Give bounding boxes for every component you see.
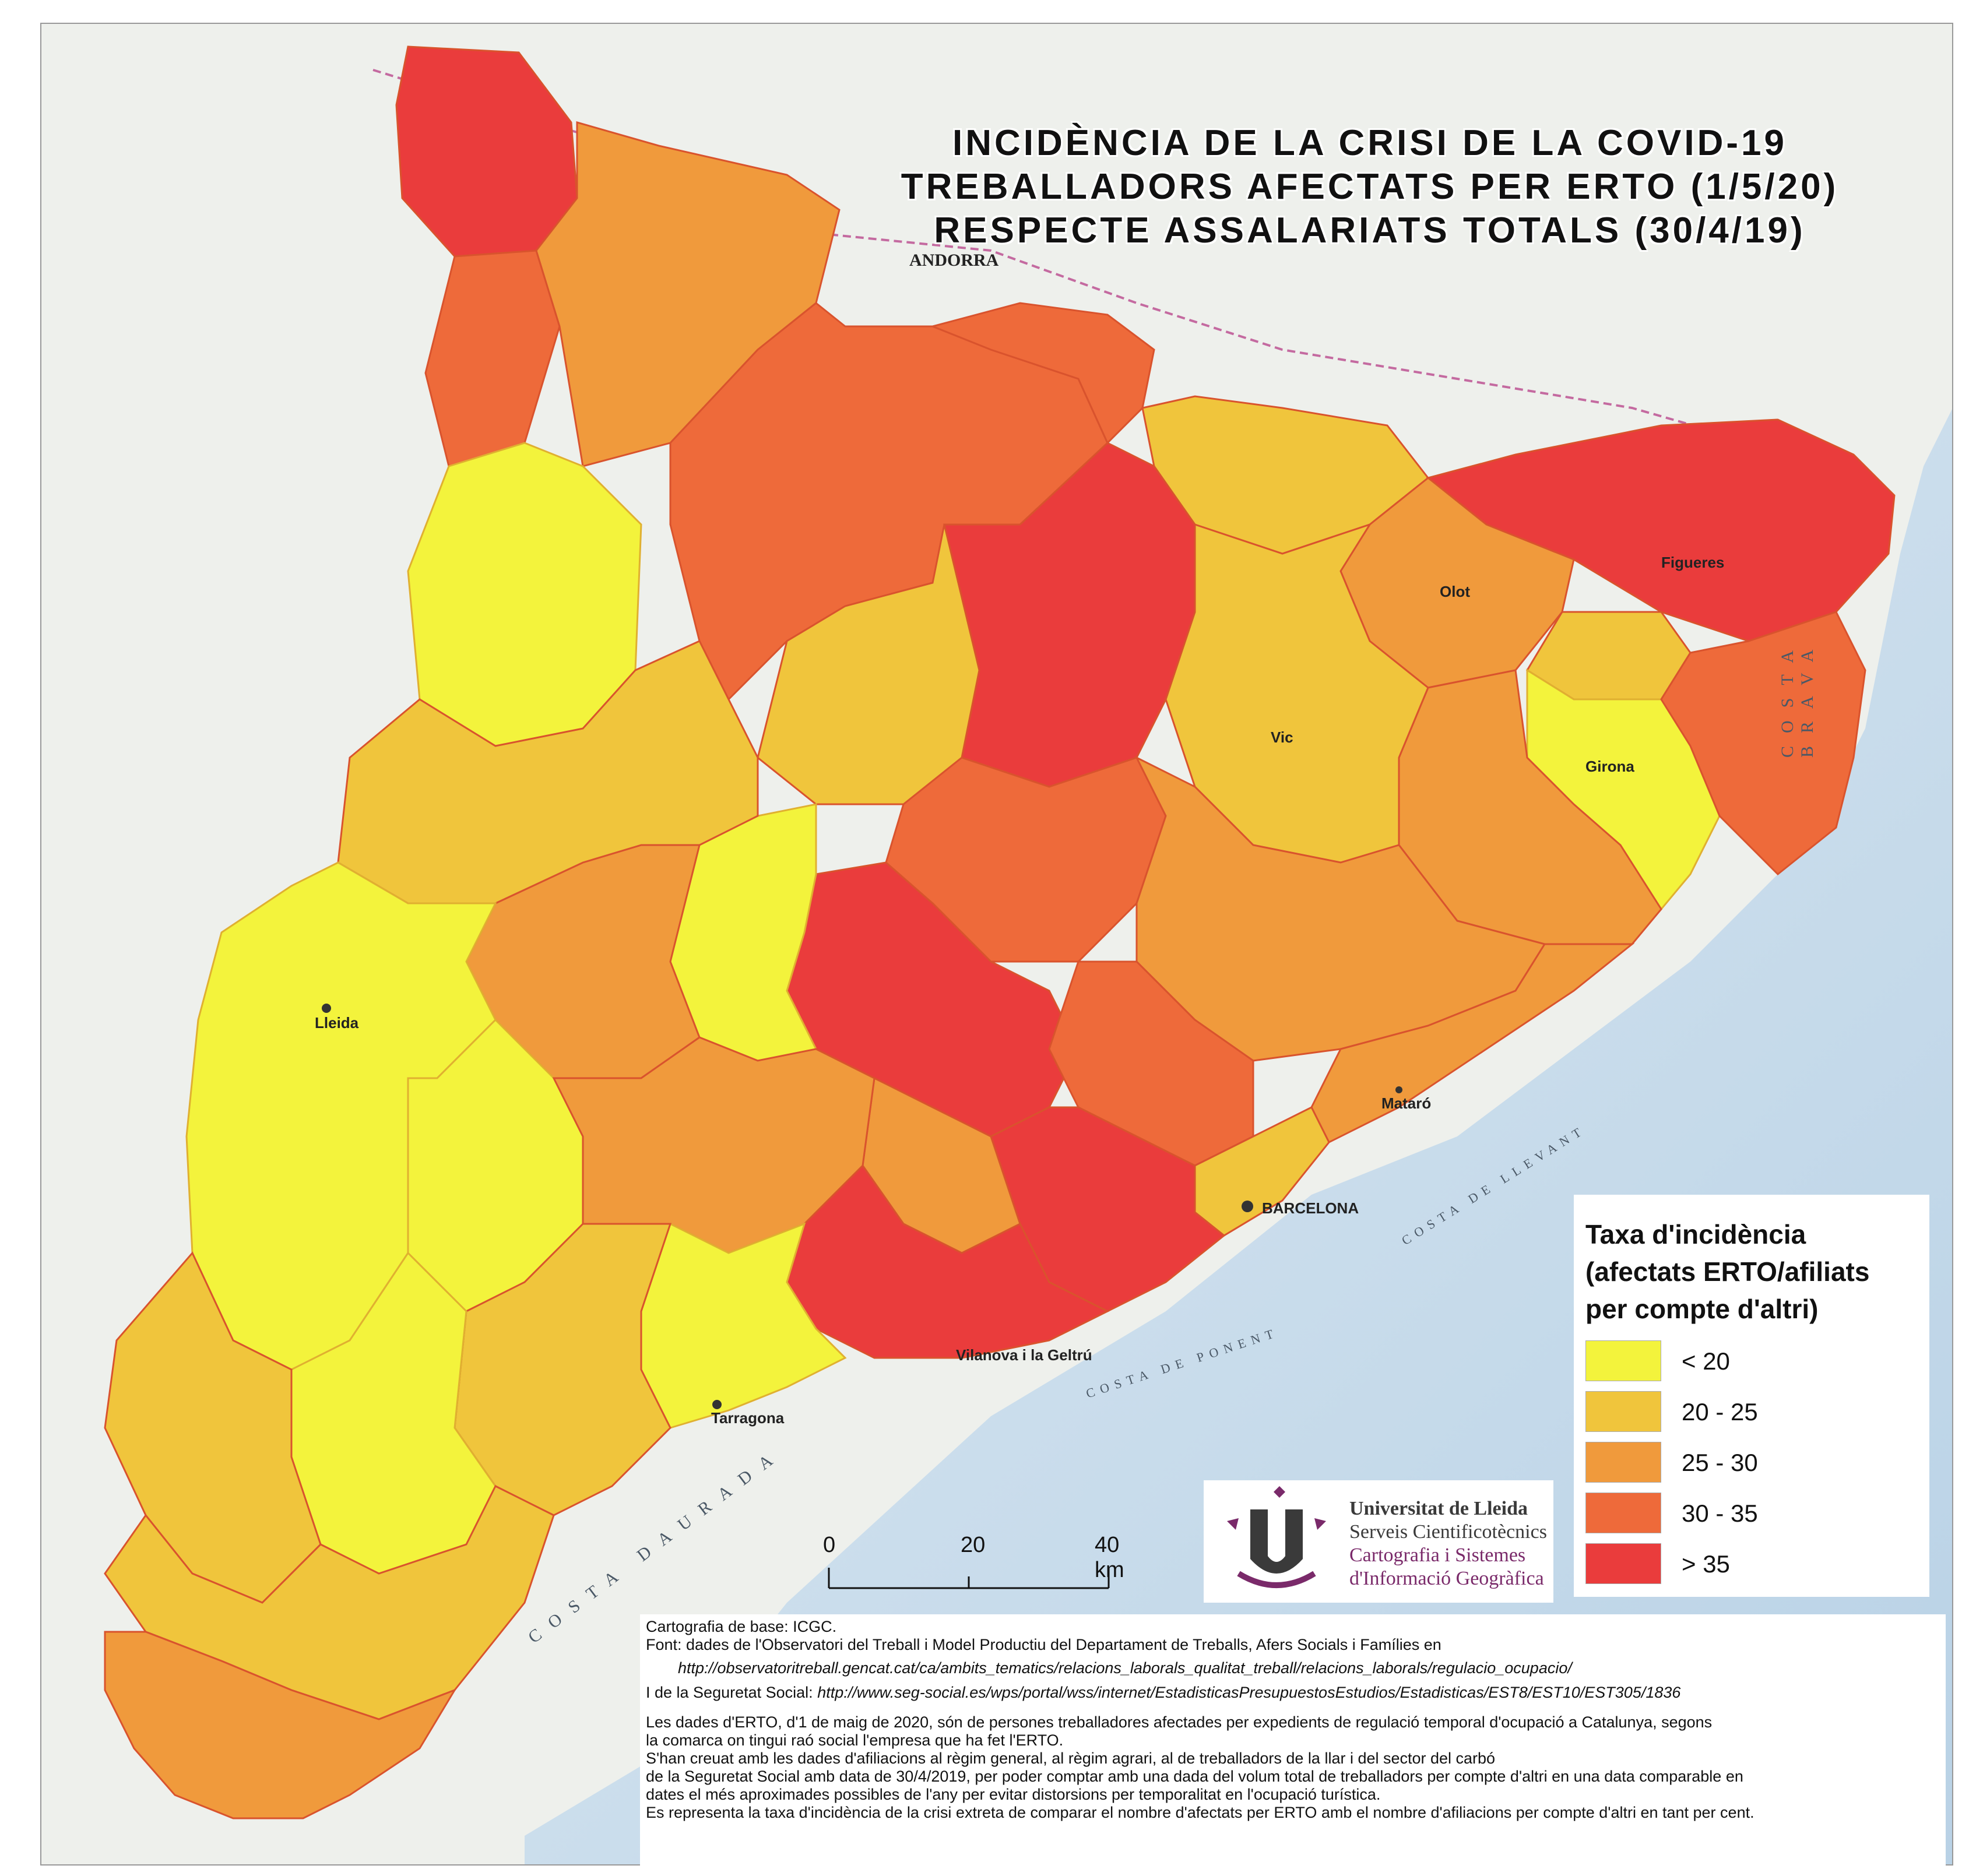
map-title-line3: RESPECTE ASSALARIATS TOTALS (30/4/19) [934, 210, 1806, 251]
scale-line [828, 1568, 1110, 1589]
legend-label: > 35 [1682, 1550, 1730, 1578]
legend-item: 25 - 30 [1585, 1442, 1912, 1485]
legend-title-line2: (afectats ERTO/afiliats [1585, 1256, 1870, 1287]
note-source-url[interactable]: http://observatoritreball.gencat.cat/ca/… [678, 1659, 1572, 1677]
mataro-marker [1395, 1086, 1402, 1093]
coast-label-brava: COSTA BRAVA [1778, 636, 1817, 758]
label-girona: Girona [1585, 758, 1634, 775]
region-baix-emporda [1660, 611, 1866, 876]
legend-swatch [1585, 1543, 1661, 1584]
legend-title-line1: Taxa d'incidència [1585, 1219, 1806, 1250]
label-mataro: Mataró [1381, 1094, 1432, 1112]
legend-label: < 20 [1682, 1347, 1730, 1375]
label-andorra: ANDORRA [909, 251, 999, 270]
legend-title-line3: per compte d'altri) [1585, 1294, 1819, 1324]
logo-unit-line1: Cartografia i Sistemes [1349, 1544, 1526, 1566]
map-title-line2: TREBALLADORS AFECTATS PER ERTO (1/5/20) [901, 167, 1839, 207]
label-barcelona: BARCELONA [1262, 1199, 1359, 1217]
legend-swatch [1585, 1391, 1661, 1432]
label-lleida: Lleida [315, 1014, 359, 1032]
note-paragraph: la comarca on tingui raó social l'empres… [646, 1731, 1064, 1749]
legend-item: 20 - 25 [1585, 1391, 1912, 1434]
barcelona-marker [1242, 1201, 1253, 1212]
note-social-security: I de la Seguretat Social: http://www.seg… [646, 1684, 1940, 1702]
note-paragraph: Les dades d'ERTO, d'1 de maig de 2020, s… [646, 1713, 1713, 1731]
note-paragraph: S'han creuat amb les dades d'afiliacions… [646, 1750, 1496, 1767]
legend-label: 25 - 30 [1682, 1449, 1758, 1476]
label-vic: Vic [1271, 728, 1293, 746]
logo-university-name: Universitat de Lleida [1349, 1498, 1528, 1519]
region-solsones [757, 524, 980, 805]
legend-label: 20 - 25 [1682, 1398, 1758, 1426]
region-montsia [104, 1631, 457, 1819]
note-paragraph: dates el més aproximades possibles de l'… [646, 1786, 1381, 1803]
legend-swatch [1585, 1340, 1661, 1381]
scale-tick-0: 0 [823, 1533, 836, 1557]
note-paragraph: Es representa la taxa d'incidència de la… [646, 1804, 1754, 1821]
source-notes: Cartografia de base: ICGC. Font: dades d… [640, 1614, 1946, 1871]
note-ss-url[interactable]: http://www.seg-social.es/wps/portal/wss/… [817, 1684, 1681, 1701]
legend: Taxa d'incidència (afectats ERTO/afiliat… [1574, 1195, 1929, 1597]
label-olot: Olot [1440, 583, 1470, 600]
scale-tick-40: 40 km [1095, 1533, 1124, 1582]
note-paragraph: de la Seguretat Social amb data de 30/4/… [646, 1768, 1743, 1785]
legend-swatch [1585, 1442, 1661, 1483]
legend-label: 30 - 35 [1682, 1500, 1758, 1527]
legend-item: > 35 [1585, 1543, 1912, 1586]
region-pallars-jussa [407, 442, 642, 747]
university-logo: Universitat de Lleida Serveis Cientifico… [1204, 1480, 1553, 1603]
tarragona-marker [712, 1400, 722, 1409]
legend-swatch [1585, 1493, 1661, 1533]
note-base-cartography: Cartografia de base: ICGC. [646, 1618, 837, 1635]
logo-service-name: Serveis Cientificotècnics [1349, 1521, 1547, 1543]
label-figueres: Figueres [1661, 554, 1725, 571]
region-osona [1165, 523, 1429, 864]
legend-item: 30 - 35 [1585, 1493, 1912, 1536]
legend-item: < 20 [1585, 1340, 1912, 1384]
scale-tick-20: 20 [961, 1533, 986, 1557]
label-tarragona: Tarragona [711, 1409, 785, 1427]
lleida-marker [322, 1004, 331, 1013]
label-vilanova: Vilanova i la Geltrú [956, 1346, 1092, 1364]
scale-bar: 0 20 40 km [823, 1533, 1131, 1597]
map-title-line1: INCIDÈNCIA DE LA CRISI DE LA COVID-19 [952, 123, 1787, 163]
logo-unit-line2: d'Informació Geogràfica [1349, 1568, 1544, 1589]
note-ss-prefix: I de la Seguretat Social: [646, 1684, 818, 1701]
udl-emblem-icon [1227, 1486, 1326, 1588]
note-source: Font: dades de l'Observatori del Treball… [646, 1636, 1441, 1653]
